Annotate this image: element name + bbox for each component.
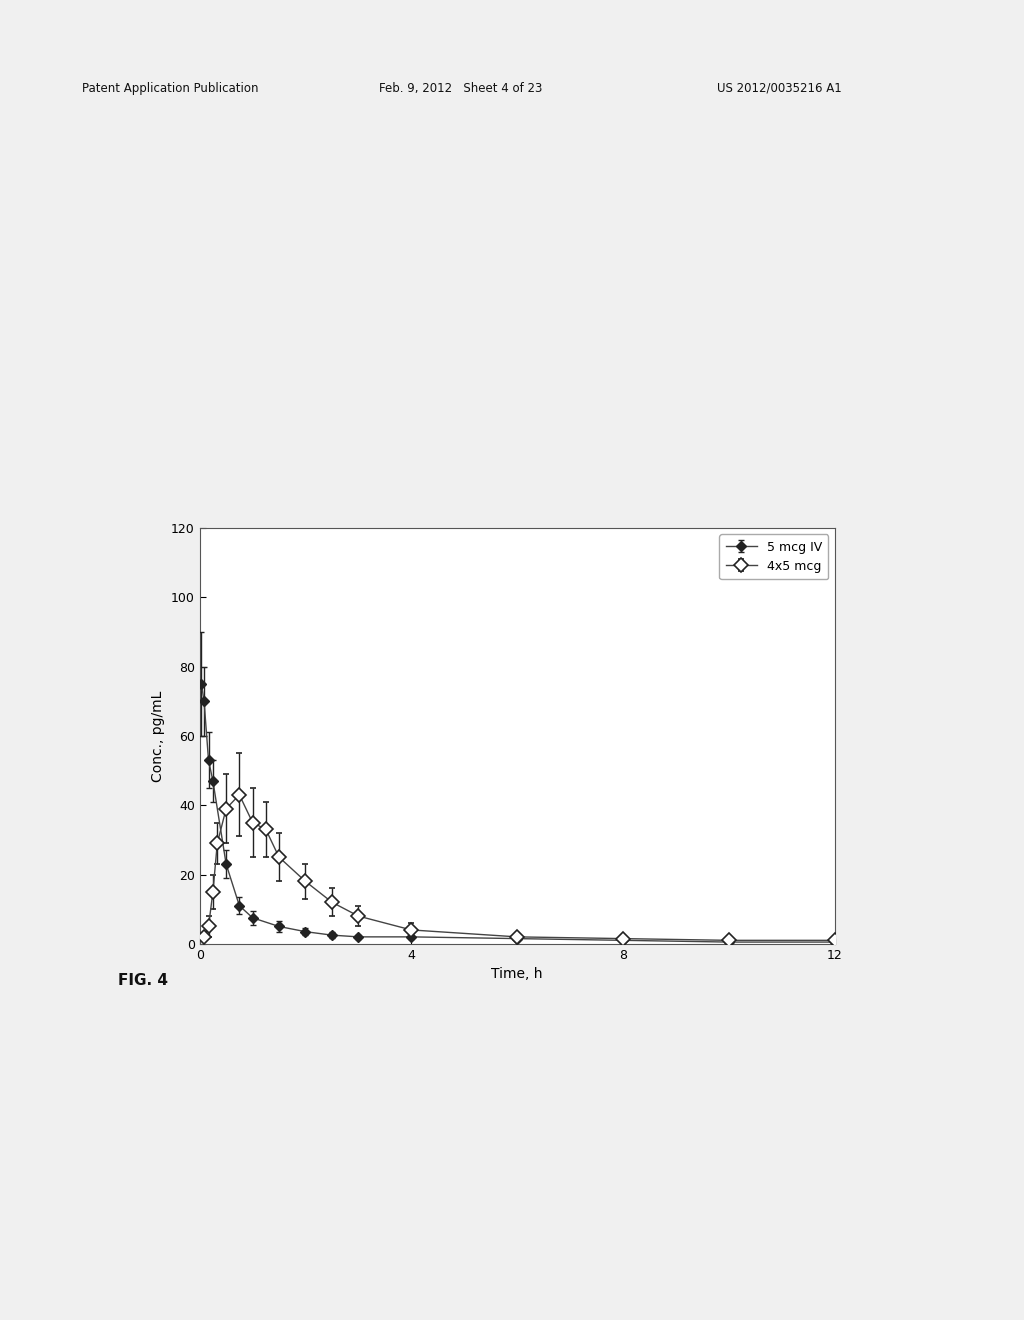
Text: FIG. 4: FIG. 4 [118,973,168,987]
X-axis label: Time, h: Time, h [492,968,543,981]
Y-axis label: Conc., pg/mL: Conc., pg/mL [152,690,166,781]
Text: US 2012/0035216 A1: US 2012/0035216 A1 [717,82,842,95]
Legend: 5 mcg IV, 4x5 mcg: 5 mcg IV, 4x5 mcg [719,535,828,579]
Text: Patent Application Publication: Patent Application Publication [82,82,258,95]
Text: Feb. 9, 2012   Sheet 4 of 23: Feb. 9, 2012 Sheet 4 of 23 [379,82,543,95]
